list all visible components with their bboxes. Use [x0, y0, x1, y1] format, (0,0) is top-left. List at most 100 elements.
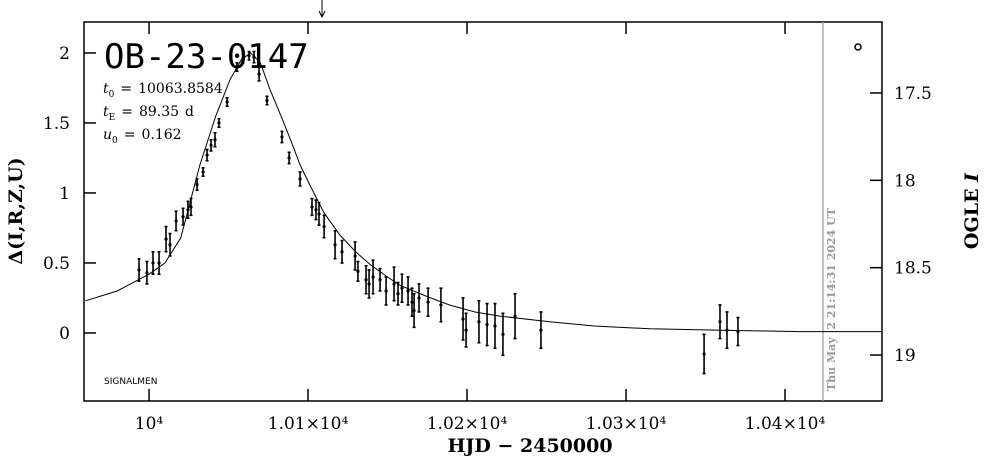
y2-tick-label: 18.5: [894, 259, 932, 279]
x-tick-label: 10⁴: [135, 414, 164, 434]
data-point: [736, 329, 740, 334]
y-tick-label: 1: [59, 184, 70, 204]
parameter-subscript: 0: [112, 136, 118, 146]
data-point: [400, 286, 404, 290]
data-point: [378, 278, 382, 282]
data-point: [464, 328, 468, 332]
data-point: [164, 237, 168, 241]
parameter-value: 10063.8584: [138, 81, 223, 97]
parameter-symbol: t: [103, 104, 109, 120]
data-point: [257, 72, 261, 76]
data-point: [247, 54, 251, 58]
x-tick-label: 1.01×10⁴: [268, 414, 349, 434]
x-axis-label: HJD − 2450000: [447, 435, 612, 457]
data-point: [439, 303, 443, 307]
y2-axis-label-variable: I: [961, 172, 983, 183]
data-point: [539, 328, 543, 332]
parameter-symbol: u: [103, 127, 112, 143]
data-point: [333, 243, 337, 247]
data-point: [280, 135, 284, 139]
data-point: [353, 254, 357, 258]
parameter: tE = 89.35 d: [103, 104, 194, 123]
data-point: [718, 320, 722, 324]
data-point: [322, 224, 326, 229]
plot-frame: [83, 21, 883, 402]
data-point: [195, 182, 199, 187]
data-point: [392, 282, 396, 286]
data-point: [213, 138, 217, 142]
data-point: [201, 170, 205, 174]
parameter-subscript: 0: [109, 90, 115, 100]
data-point: [235, 65, 239, 69]
y-axis-label: Δ(I,R,Z,U): [5, 157, 27, 264]
data-point: [410, 300, 414, 304]
y2-axis-label: OGLE I: [961, 172, 983, 249]
data-point: [225, 100, 229, 104]
data-point: [168, 243, 172, 247]
y-tick-label: 1.5: [43, 114, 70, 134]
data-point: [371, 275, 375, 279]
data-point: [513, 314, 517, 318]
data-point: [412, 308, 416, 313]
data-point: [364, 278, 368, 282]
chart-title: OB-23-0147: [104, 37, 309, 77]
data-point: [151, 261, 155, 265]
data-point: [181, 215, 185, 219]
y2-tick-label: 19: [894, 346, 916, 366]
data-point: [186, 208, 190, 212]
data-point: [174, 219, 178, 223]
data-point: [209, 143, 213, 147]
parameter-symbol: t: [103, 81, 109, 97]
data-point: [461, 317, 465, 321]
parameter-subscript: E: [109, 113, 116, 123]
parameter-relation: =: [120, 81, 132, 97]
parameter-value: 0.162: [142, 127, 182, 143]
data-point: [287, 156, 291, 160]
data-point: [340, 250, 344, 254]
data-point: [384, 289, 388, 293]
data-point: [702, 352, 706, 356]
data-point: [298, 177, 302, 181]
data-point: [265, 98, 269, 103]
y-tick-label: 0.5: [43, 254, 70, 274]
y-tick-label: 0: [59, 324, 70, 344]
x-tick-label: 1.02×10⁴: [427, 414, 508, 434]
y2-axis-label-text: OGLE: [961, 188, 983, 249]
data-point: [396, 292, 400, 296]
symbol: [854, 43, 862, 51]
y2-tick-label: 17.5: [894, 84, 932, 104]
x-tick-label: 1.03×10⁴: [586, 414, 667, 434]
data-point: [314, 208, 318, 212]
parameter: t0 = 10063.8584: [103, 81, 223, 100]
data-point: [417, 296, 421, 300]
y2-tick-label: 18: [894, 171, 916, 191]
arrow: [318, 0, 326, 19]
data-point: [205, 153, 209, 157]
data-point: [725, 328, 729, 332]
data-point: [485, 322, 489, 327]
data-point: [406, 289, 410, 293]
data-point: [189, 205, 193, 209]
data-point: [217, 121, 221, 125]
data-point: [426, 300, 430, 304]
timestamp: Thu May 2 21:14:31 2024 UT: [825, 207, 838, 391]
data-point: [493, 324, 497, 328]
data-point: [137, 268, 141, 272]
data-point: [241, 56, 245, 61]
data-point: [310, 205, 314, 209]
parameter-relation: =: [121, 104, 133, 120]
data-point: [317, 212, 321, 216]
data-point: [145, 271, 149, 275]
parameter: u0 = 0.162: [103, 127, 182, 146]
credit: SIGNALMEN: [104, 377, 157, 387]
parameter-relation: =: [124, 127, 136, 143]
data-point: [501, 332, 505, 336]
parameter-value: 89.35: [139, 104, 179, 120]
parameter-unit: d: [185, 104, 194, 120]
data-point: [252, 55, 256, 59]
data-point: [356, 269, 360, 273]
data-point: [157, 261, 161, 265]
data-point: [367, 282, 371, 286]
y-tick-label: 2: [59, 44, 70, 64]
